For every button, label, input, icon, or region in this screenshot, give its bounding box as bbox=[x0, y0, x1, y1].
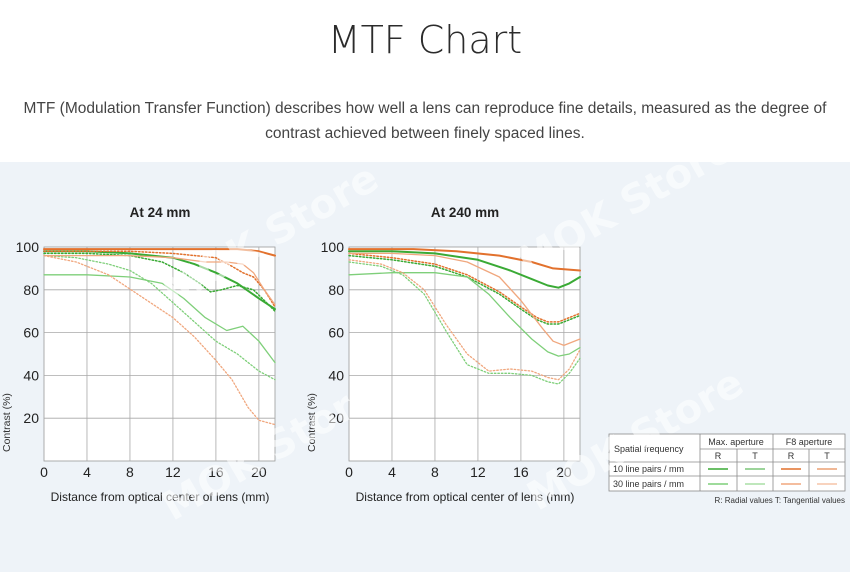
x-tick-label: 16 bbox=[513, 464, 529, 480]
x-axis-label: Distance from optical center of lens (mm… bbox=[356, 490, 575, 504]
legend-footnote: R: Radial values T: Tangential values bbox=[715, 496, 845, 505]
legend-table: Spatial frequency Max. aperture F8 apert… bbox=[608, 433, 846, 505]
y-tick-label: 60 bbox=[328, 325, 344, 341]
series-line bbox=[348, 272, 581, 357]
page-title: MTF Chart bbox=[327, 18, 523, 62]
x-tick-label: 0 bbox=[345, 464, 353, 480]
legend-sub-t: T bbox=[752, 451, 758, 461]
legend-sub-r: R bbox=[788, 451, 795, 461]
legend-sub-t: T bbox=[824, 451, 830, 461]
series-line bbox=[43, 254, 276, 381]
legend-swatches bbox=[708, 468, 837, 485]
x-tick-label: 16 bbox=[208, 464, 224, 480]
chart-24mm: At 24 mm 0 4 8 12 16 20 20 40 60 80 100 Contrast (… bbox=[1, 205, 276, 504]
x-tick-label: 20 bbox=[556, 464, 572, 480]
series-line bbox=[348, 261, 581, 385]
chart-ticks: 0 4 8 12 16 20 20 40 60 80 100 bbox=[16, 239, 267, 480]
page-description: MTF (Modulation Transfer Function) descr… bbox=[23, 100, 827, 142]
series-line bbox=[43, 274, 276, 364]
x-tick-label: 8 bbox=[431, 464, 439, 480]
x-tick-label: 4 bbox=[83, 464, 91, 480]
series-line bbox=[348, 250, 581, 289]
legend-row-30lp: 30 line pairs / mm bbox=[613, 479, 684, 489]
y-tick-label: 40 bbox=[23, 367, 39, 383]
chart-series-group bbox=[348, 248, 581, 385]
y-tick-label: 100 bbox=[16, 239, 40, 255]
x-tick-label: 8 bbox=[126, 464, 134, 480]
y-tick-label: 80 bbox=[23, 282, 39, 298]
legend-box bbox=[608, 433, 846, 492]
x-tick-label: 12 bbox=[165, 464, 181, 480]
legend-group-f8: F8 aperture bbox=[786, 437, 833, 447]
chart-title: At 24 mm bbox=[130, 205, 191, 220]
chart-title: At 240 mm bbox=[431, 205, 499, 220]
series-line bbox=[348, 259, 581, 381]
chart-ticks: 0 4 8 12 16 20 20 40 60 80 100 bbox=[321, 239, 572, 480]
series-line bbox=[348, 252, 581, 347]
y-axis-label: Contrast (%) bbox=[306, 393, 318, 452]
y-tick-label: 20 bbox=[328, 410, 344, 426]
legend-row-10lp: 10 line pairs / mm bbox=[613, 464, 684, 474]
x-tick-label: 12 bbox=[470, 464, 486, 480]
chart-240mm: At 240 mm 0 4 8 12 16 20 20 40 60 80 100 Contrast … bbox=[306, 205, 581, 504]
series-line bbox=[43, 250, 276, 308]
y-tick-label: 20 bbox=[23, 410, 39, 426]
chart-panel: At 24 mm 0 4 8 12 16 20 20 40 60 80 100 Contrast (… bbox=[0, 125, 850, 572]
x-tick-label: 0 bbox=[40, 464, 48, 480]
y-tick-label: 60 bbox=[23, 325, 39, 341]
series-line bbox=[43, 248, 276, 257]
y-tick-label: 80 bbox=[328, 282, 344, 298]
chart-grid bbox=[348, 246, 581, 462]
x-tick-label: 20 bbox=[251, 464, 267, 480]
y-axis-label: Contrast (%) bbox=[1, 393, 13, 452]
legend-sub-r: R bbox=[715, 451, 722, 461]
plot-area bbox=[348, 246, 581, 462]
series-line bbox=[43, 254, 276, 426]
legend-row-header: Spatial frequency bbox=[614, 444, 684, 454]
x-tick-label: 4 bbox=[388, 464, 396, 480]
series-line bbox=[348, 252, 581, 323]
x-axis-label: Distance from optical center of lens (mm… bbox=[51, 490, 270, 504]
series-line bbox=[348, 254, 581, 325]
y-tick-label: 100 bbox=[321, 239, 345, 255]
legend-group-max: Max. aperture bbox=[708, 437, 764, 447]
chart-series-group bbox=[43, 248, 276, 426]
y-tick-label: 40 bbox=[328, 367, 344, 383]
series-line bbox=[348, 248, 581, 272]
series-line bbox=[43, 254, 276, 306]
